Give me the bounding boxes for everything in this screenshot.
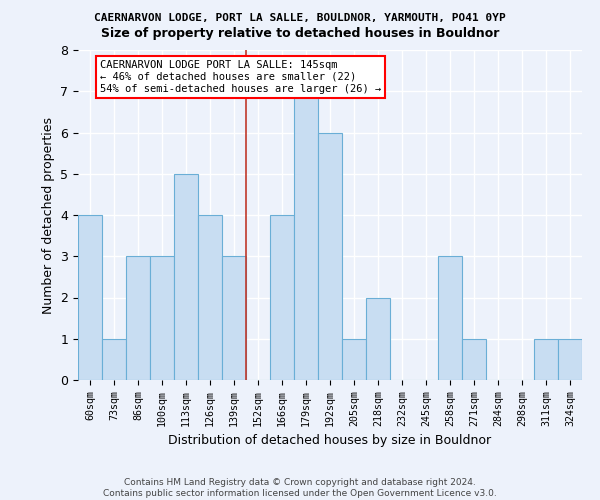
Bar (126, 256, 150, 380)
Bar (462, 339, 486, 380)
Bar (150, 256, 174, 380)
Bar (78, 215, 102, 380)
Bar (534, 339, 558, 380)
Bar (102, 339, 126, 380)
Bar (270, 215, 294, 380)
Bar (318, 132, 342, 380)
Bar (558, 339, 582, 380)
Bar (198, 215, 222, 380)
Bar (174, 174, 198, 380)
Text: Size of property relative to detached houses in Bouldnor: Size of property relative to detached ho… (101, 28, 499, 40)
Bar (222, 256, 246, 380)
Bar (366, 298, 390, 380)
Text: CAERNARVON LODGE PORT LA SALLE: 145sqm
← 46% of detached houses are smaller (22): CAERNARVON LODGE PORT LA SALLE: 145sqm ←… (100, 60, 382, 94)
Text: Contains HM Land Registry data © Crown copyright and database right 2024.
Contai: Contains HM Land Registry data © Crown c… (103, 478, 497, 498)
Bar (342, 339, 366, 380)
Bar (438, 256, 462, 380)
X-axis label: Distribution of detached houses by size in Bouldnor: Distribution of detached houses by size … (169, 434, 491, 447)
Bar (294, 91, 318, 380)
Y-axis label: Number of detached properties: Number of detached properties (42, 116, 55, 314)
Text: CAERNARVON LODGE, PORT LA SALLE, BOULDNOR, YARMOUTH, PO41 0YP: CAERNARVON LODGE, PORT LA SALLE, BOULDNO… (94, 12, 506, 22)
